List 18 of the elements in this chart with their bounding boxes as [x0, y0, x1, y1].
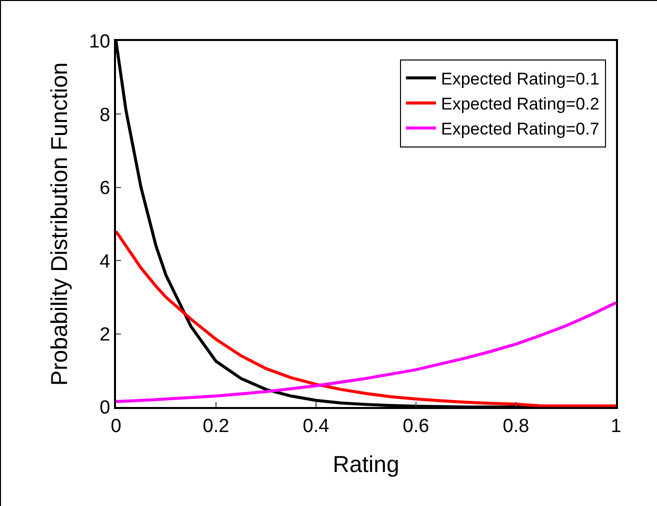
x-tick-label: 0.2 — [202, 416, 230, 437]
legend-label: Expected Rating=0.2 — [441, 94, 600, 114]
line-series — [116, 301, 616, 404]
x-tick-label: 1 — [610, 416, 622, 437]
y-axis-title: Probability Distribution Function — [46, 62, 72, 386]
x-axis-title: Rating — [332, 450, 400, 477]
x-tick-label: 0.6 — [402, 416, 430, 437]
legend-label: Expected Rating=0.1 — [441, 69, 600, 88]
y-tick-label: 6 — [100, 178, 110, 200]
line-series — [116, 230, 616, 407]
x-tick-label: 0.8 — [502, 416, 530, 437]
x-tick-label: 0.4 — [302, 416, 330, 437]
y-tick-label: 0 — [100, 398, 110, 419]
y-tick-label: 4 — [100, 251, 111, 272]
y-tick-label: 8 — [100, 104, 110, 126]
y-tick-label: 2 — [100, 324, 110, 346]
y-tick-label: 10 — [89, 32, 110, 53]
legend-label: Expected Rating=0.7 — [441, 120, 600, 139]
